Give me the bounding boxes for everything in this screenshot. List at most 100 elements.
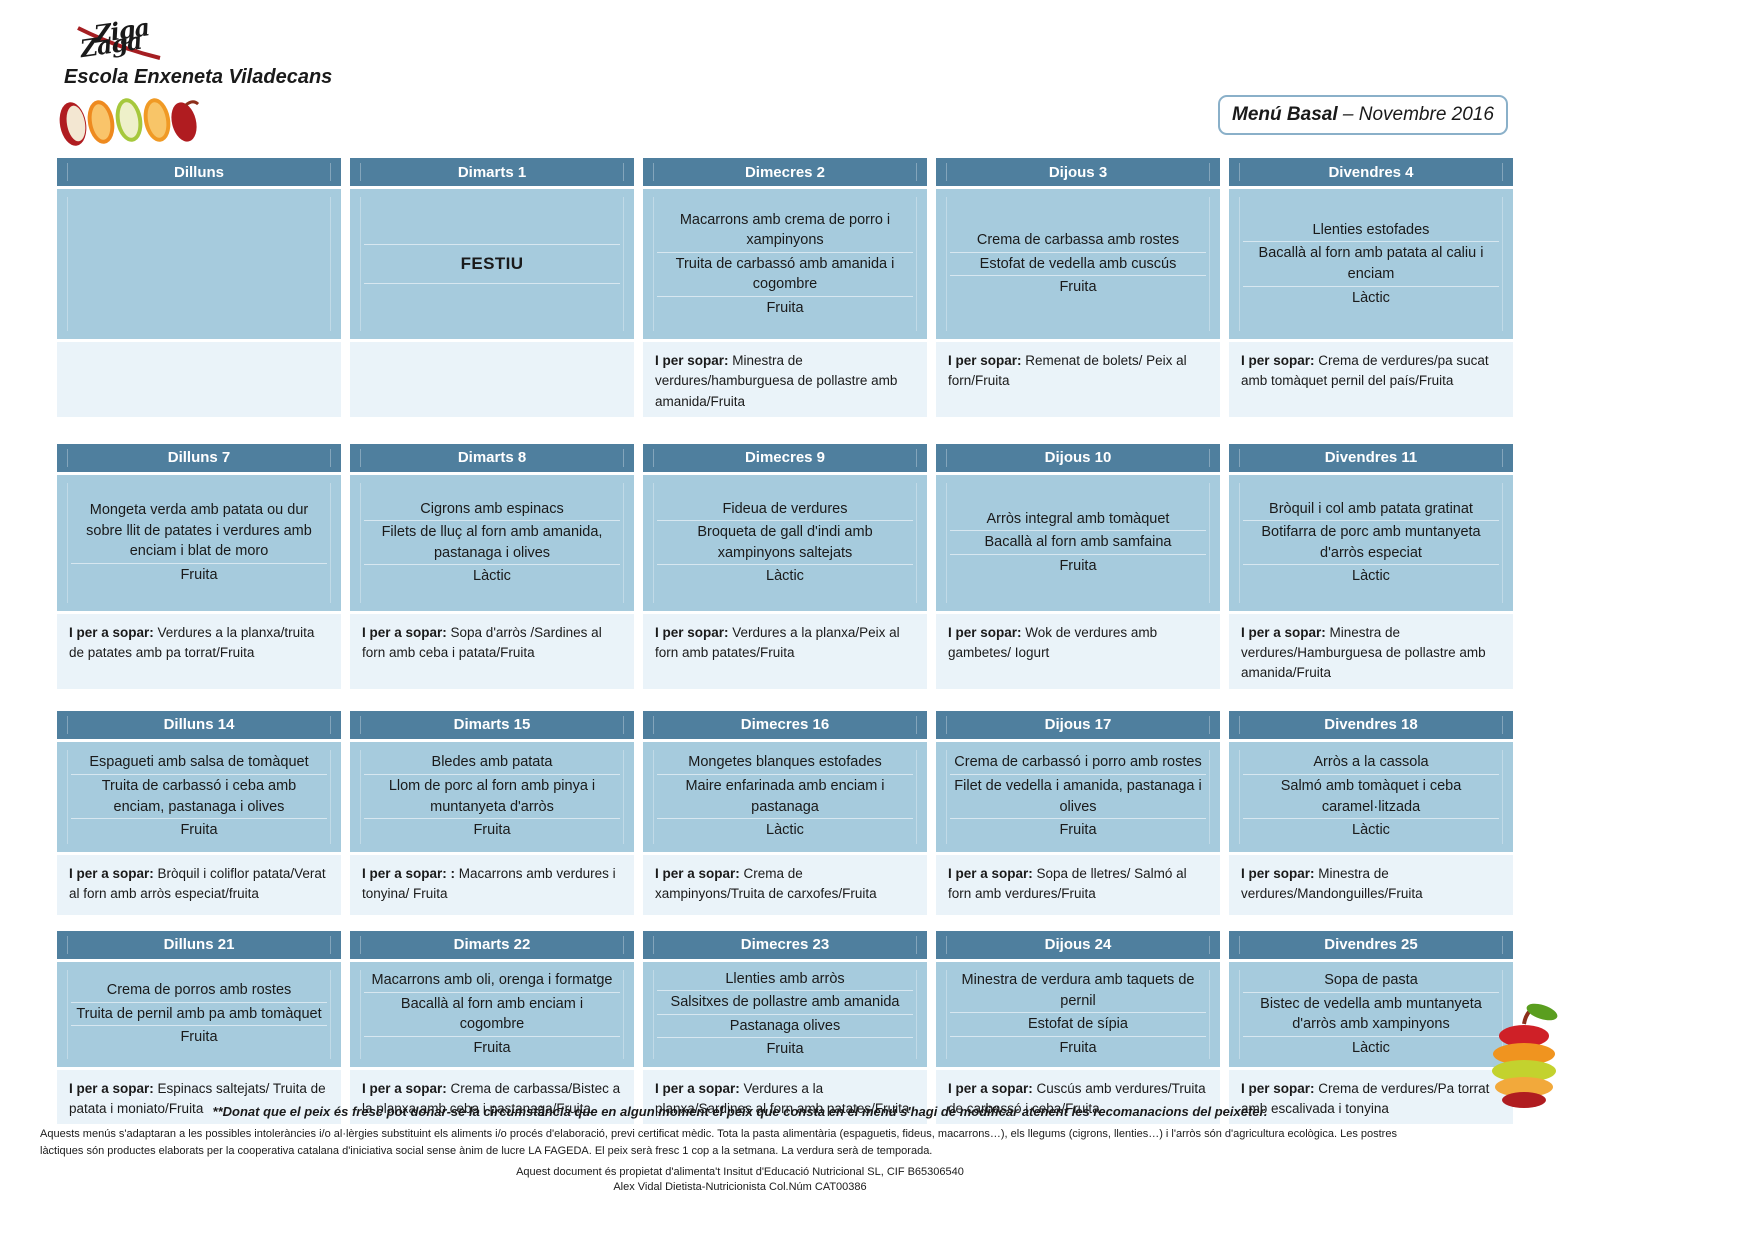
dinner-cell	[57, 342, 341, 417]
lunch-item: Maire enfarinada amb enciam i pastanaga	[657, 773, 913, 818]
dinner-label: I per a sopar:	[1241, 624, 1330, 640]
lunch-item: Làctic	[364, 564, 620, 588]
lunch-item: Filets de lluç al forn amb amanida, past…	[364, 520, 620, 564]
day-header: Dijous 24	[936, 930, 1220, 959]
dinner-label: I per sopar:	[655, 624, 733, 640]
lunch-item: Espagueti amb salsa de tomàquet	[89, 754, 309, 771]
dinner-label: I per a sopar:	[948, 865, 1037, 881]
lunch-cell: Sopa de pasta Bistec de vedella amb munta…	[1229, 961, 1513, 1067]
dinner-cell: I per a sopar: : Macarrons amb verdures …	[350, 854, 634, 915]
lunch-item: Bacallà al forn amb patata al caliu i en…	[1243, 241, 1499, 285]
dietitian-note: Alex Vidal Dietista-Nutricionista Col.Nú…	[613, 1181, 867, 1194]
dinner-cell: I per sopar: Wok de verdures amb gambete…	[936, 613, 1220, 689]
footer: **Donat que el peix és fresc pot donar-s…	[40, 1104, 1440, 1196]
dinner-text: Minestra de verdures/Hamburguesa de poll…	[1241, 624, 1486, 681]
lunch-item: Fruita	[364, 1035, 620, 1060]
dinner-label: I per sopar:	[948, 353, 1026, 368]
dinner-label: I per sopar:	[1241, 353, 1319, 368]
dinner-text: Espinacs saltejats/ Truita de patata i m…	[69, 1080, 326, 1117]
dinner-text: Verdures a la planxa/Sardines al forn am…	[655, 1080, 910, 1117]
menu-grid: Dilluns Dimarts 1 FESTIU Dimecres 2 Macarron…	[57, 158, 1513, 1125]
day-header: Dimecres 2	[643, 158, 927, 186]
dinner-text: Crema de xampinyons/Truita de carxofes/F…	[655, 865, 877, 901]
lunch-item: Crema de porros amb rostes	[106, 982, 292, 999]
lunch-item: Truita de pernil amb pa amb tomàquet	[71, 1001, 327, 1026]
day-header: Dilluns 21	[57, 930, 341, 959]
day-header: Dimecres 9	[643, 443, 927, 472]
dinner-cell: I per a sopar: Crema de xampinyons/Truit…	[643, 854, 927, 915]
logo-swoosh-icon	[77, 26, 161, 60]
day-header: Divendres 18	[1229, 710, 1513, 739]
lunch-item: Mongeta verda amb patata ou dur sobre ll…	[86, 502, 312, 560]
dinner-cell: I per a sopar: Sopa d'arròs /Sardines al…	[350, 613, 634, 689]
lunch-item: Bacallà al forn amb enciam i cogombre	[364, 991, 620, 1036]
dinner-text: Crema de verdures/Pa torrat amb escaliva…	[1241, 1080, 1490, 1117]
dinner-cell: I per a sopar: Bròquil i coliflor patata…	[57, 854, 341, 915]
lunch-cell: Llenties amb arròs Salsitxes de pollastre…	[643, 961, 927, 1067]
dinner-cell: I per sopar: Minestra de verdures/Mandon…	[1229, 854, 1513, 915]
day-header: Dijous 3	[936, 158, 1220, 186]
dinner-label: I per sopar:	[655, 353, 733, 368]
dinner-text: Minestra de verdures/Mandonguilles/Fruit…	[1241, 865, 1423, 901]
day-header: Dilluns	[57, 158, 341, 186]
lunch-item: Crema de carbassó i porro amb rostes	[954, 754, 1202, 771]
day-header: Dimarts 8	[350, 443, 634, 472]
lunch-item: FESTIU	[364, 243, 620, 285]
lunch-cell: Minestra de verdura amb taquets de perni…	[936, 961, 1220, 1067]
lunch-item: Cigrons amb espinacs	[420, 500, 564, 517]
dinner-label: I per sopar:	[948, 624, 1026, 640]
dinner-cell: I per sopar: Verdures a la planxa/Peix a…	[643, 613, 927, 689]
lunch-item: Llom de porc al forn amb pinya i muntany…	[364, 773, 620, 818]
lunch-cell: FESTIU	[350, 189, 634, 339]
dinner-text: Sopa d'arròs /Sardines al forn amb ceba …	[362, 624, 602, 660]
dinner-label: I per a sopar:	[69, 624, 158, 640]
dinner-cell: I per sopar: Remenat de bolets/ Peix al …	[936, 342, 1220, 417]
day-header: Dimecres 16	[643, 710, 927, 739]
lunch-item: Broqueta de gall d'indi amb xampinyons s…	[657, 520, 913, 564]
lunch-item: Fruita	[364, 818, 620, 842]
lunch-cell: Llenties estofades Bacallà al forn amb pa…	[1229, 189, 1513, 339]
lunch-item: Llenties amb arròs	[725, 970, 845, 987]
lunch-cell: Mongetes blanques estofades Maire enfarin…	[643, 741, 927, 852]
lunch-item: Làctic	[657, 564, 913, 588]
lunch-cell: Cigrons amb espinacs Filets de lluç al fo…	[350, 474, 634, 611]
lunch-cell: Crema de carbassó i porro amb rostes File…	[936, 741, 1220, 852]
dinner-text: Verdures a la planxa/truita de patates a…	[69, 624, 315, 660]
day-header: Divendres 11	[1229, 443, 1513, 472]
lunch-item: Bròquil i col amb patata gratinat	[1269, 500, 1473, 517]
dinner-text: Crema de carbassa/Bistec a la planxa amb…	[362, 1080, 621, 1117]
menu-title-bold: Menú Basal	[1232, 104, 1338, 125]
lunch-item: Sopa de pasta	[1324, 972, 1418, 988]
dinner-text: Verdures a la planxa/Peix al forn amb pa…	[655, 624, 900, 660]
lunch-item: Macarrons amb crema de porro i xampinyon…	[679, 211, 891, 249]
dinner-cell: I per a sopar: Minestra de verdures/Hamb…	[1229, 613, 1513, 689]
lunch-item: Arròs integral amb tomàquet	[986, 510, 1170, 527]
lunch-item: Truita de carbassó amb amanida i cogombr…	[657, 251, 913, 296]
dinner-text: Wok de verdures amb gambetes/ Iogurt	[948, 624, 1158, 660]
lunch-item: Làctic	[1243, 1035, 1499, 1060]
lunch-item: Minestra de verdura amb taquets de perni…	[961, 972, 1195, 1009]
lunch-item: Fruita	[950, 1035, 1206, 1060]
dinner-text: Macarrons amb verdures i tonyina/ Fruita	[362, 865, 616, 901]
lunch-item: Bacallà al forn amb samfaina	[950, 530, 1206, 554]
lunch-cell: Crema de carbassa amb rostes Estofat de v…	[936, 189, 1220, 339]
week-row-4: Dilluns 21 Crema de porros amb rostes Trui…	[57, 930, 1513, 1125]
lunch-item: Fruita	[657, 295, 913, 320]
day-header: Divendres 25	[1229, 930, 1513, 959]
dinner-text: Cuscús amb verdures/Truita de carbassó i…	[948, 1080, 1206, 1117]
lunch-item: Mongetes blanques estofades	[688, 754, 882, 771]
dinner-cell: I per sopar: Crema de verdures/Pa torrat…	[1229, 1069, 1513, 1125]
lunch-item: Bistec de vedella amb muntanyeta d'arròs…	[1243, 991, 1499, 1036]
lunch-item: Làctic	[1243, 285, 1499, 310]
lunch-item: Fruita	[950, 275, 1206, 299]
fish-note: **Donat que el peix és fresc pot donar-s…	[212, 1104, 1268, 1119]
day-header: Dimarts 1	[350, 158, 634, 186]
dinner-label: I per sopar:	[1241, 865, 1319, 881]
lunch-item: Fruita	[950, 818, 1206, 842]
dinner-label: I per a sopar:	[362, 1080, 451, 1096]
dinner-cell: I per a sopar: Cuscús amb verdures/Truit…	[936, 1069, 1220, 1125]
week-row-1: Dilluns Dimarts 1 FESTIU Dimecres 2 Macarron…	[57, 158, 1513, 417]
lunch-item: Pastanaga olives	[657, 1013, 913, 1038]
lunch-item: Fruita	[71, 562, 327, 587]
lunch-item: Fruita	[71, 1025, 327, 1049]
